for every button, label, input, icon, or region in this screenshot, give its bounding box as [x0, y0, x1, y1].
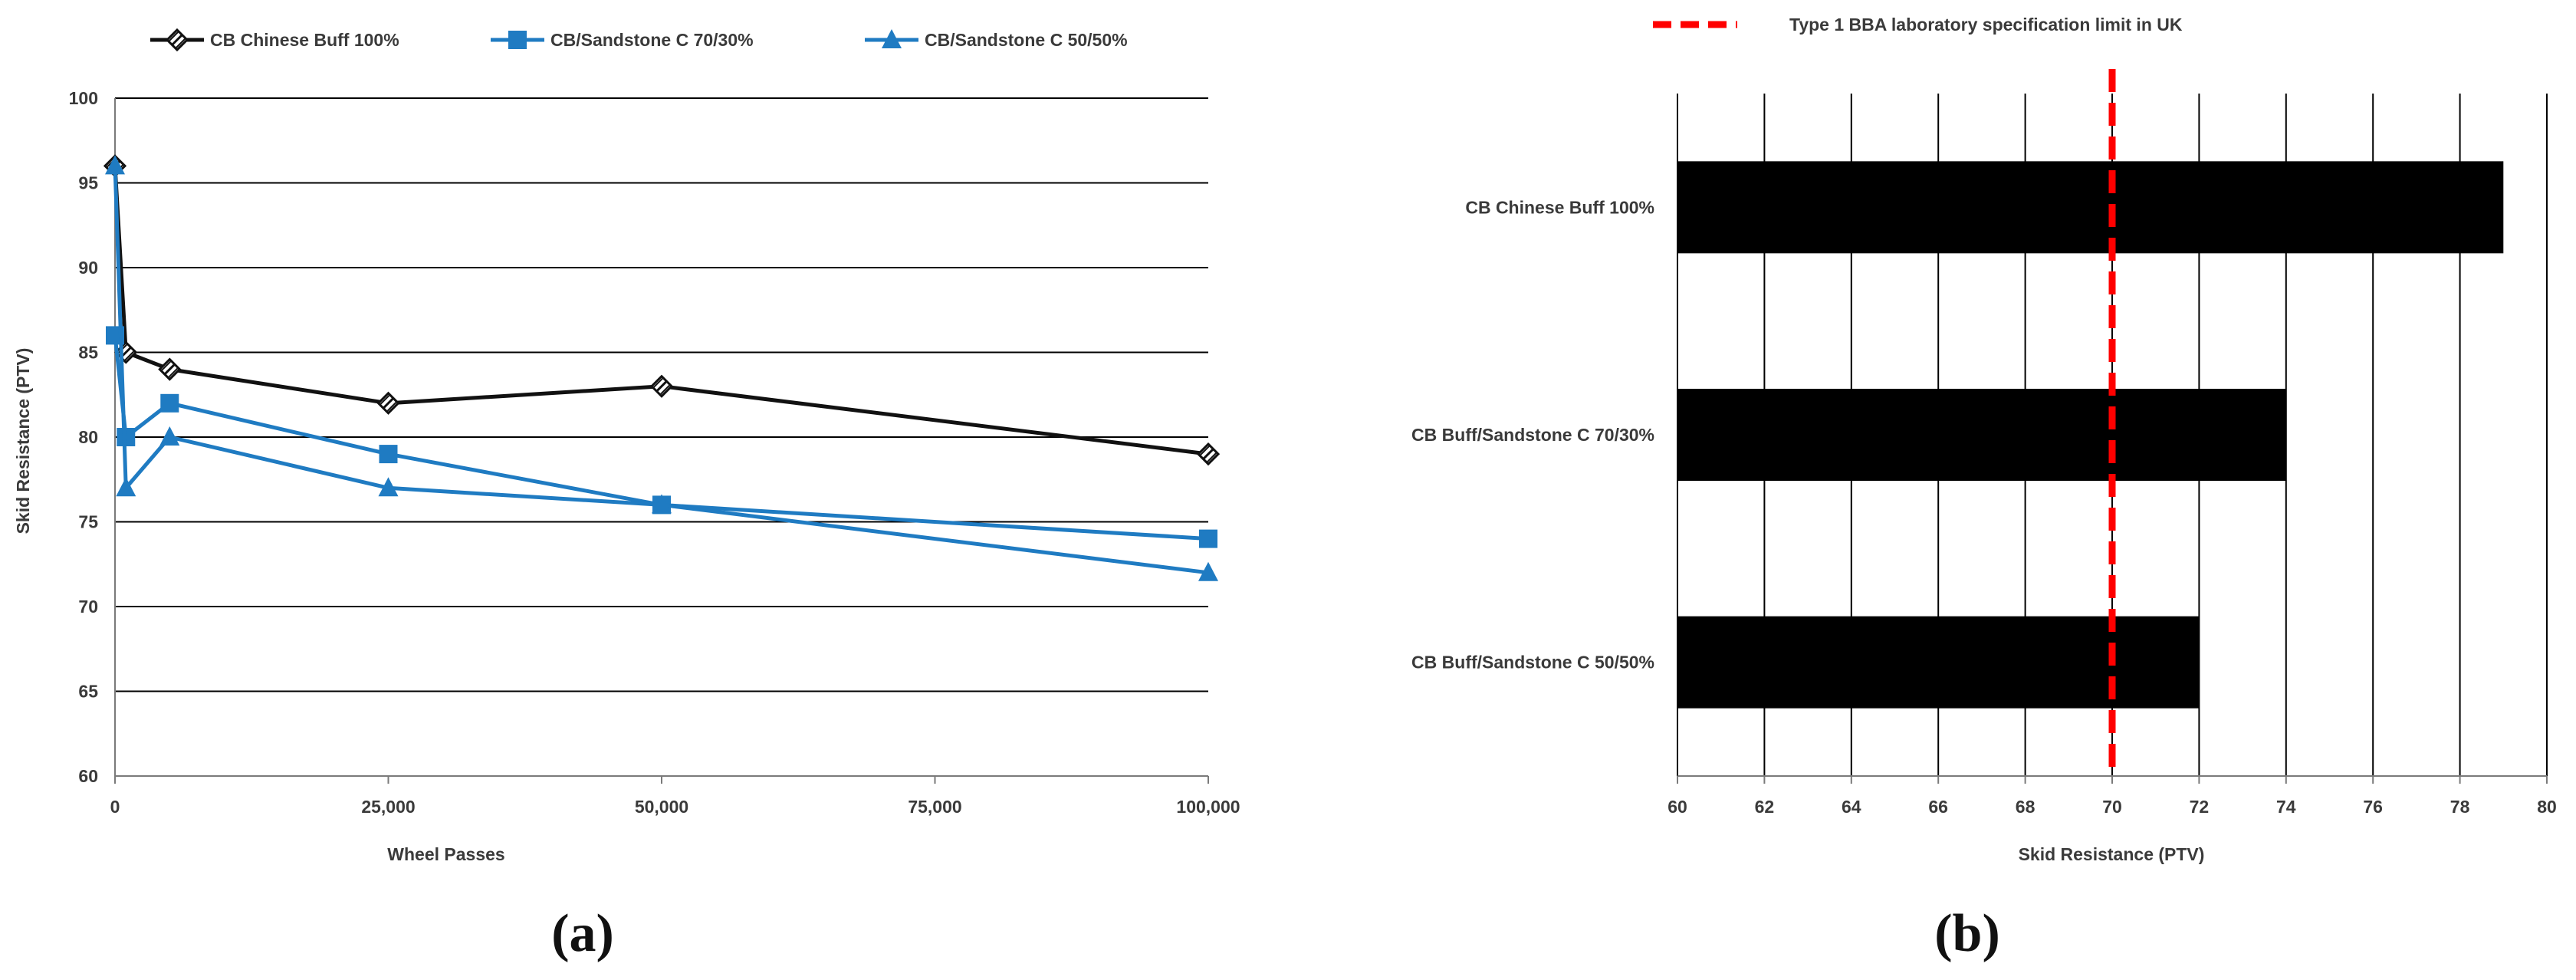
data-point-diamond	[1196, 442, 1221, 466]
category-label: CB Buff/Sandstone C 70/30%	[1411, 425, 1654, 445]
legend-label: CB/Sandstone C 50/50%	[925, 30, 1128, 50]
legend-item: CB Chinese Buff 100%	[150, 28, 399, 52]
chart-a-gridlines	[115, 97, 1208, 777]
chart-a-y-axis-title: Skid Resistance (PTV)	[13, 348, 33, 534]
x-tick-label: 80	[2537, 797, 2557, 817]
data-point-square	[379, 445, 398, 464]
chart-b-panel-label: (b)	[1934, 904, 2000, 963]
y-tick-label: 90	[78, 258, 98, 278]
legend-label: CB/Sandstone C 70/30%	[550, 30, 754, 50]
x-tick-label: 0	[110, 797, 120, 817]
chart-a-legend: CB Chinese Buff 100% CB/Sandstone C 70/30…	[150, 28, 1128, 52]
chart-a-x-axis-title: Wheel Passes	[387, 844, 504, 864]
x-tick-label: 66	[1928, 797, 1948, 817]
legend-item: CB/Sandstone C 70/30%	[491, 30, 754, 50]
x-tick-label: 60	[1668, 797, 1687, 817]
y-tick-label: 85	[78, 343, 98, 363]
series-line	[113, 166, 1209, 575]
series-line	[113, 166, 1209, 456]
chart-b-x-axis-title: Skid Resistance (PTV)	[2019, 844, 2205, 864]
x-tick-label: 74	[2276, 797, 2296, 817]
y-tick-label: 100	[69, 88, 98, 108]
x-tick-label: 25,000	[361, 797, 415, 817]
chart-a: 60 65 70 75 80 85 90 95 100 0 25,000 50,000 75,000 1…	[13, 28, 1240, 963]
diamond-hatch	[169, 31, 179, 41]
data-point-triangle	[882, 29, 902, 48]
data-point-square	[1199, 529, 1217, 548]
y-tick-label: 95	[78, 173, 98, 193]
data-point-diamond	[376, 391, 400, 415]
bar	[1677, 389, 2286, 481]
diamond-hatch	[1202, 449, 1214, 460]
series	[105, 155, 1218, 581]
x-tick-label: 75,000	[908, 797, 961, 817]
diamond-hatch	[386, 402, 397, 412]
diamond-hatch	[1200, 446, 1210, 455]
chart-b: CB Chinese Buff 100% CB Buff/Sandstone C …	[1411, 15, 2557, 963]
data-point-square	[508, 31, 527, 49]
diamond-hatch	[383, 397, 394, 409]
chart-b-legend: Type 1 BBA laboratory specification limi…	[1653, 15, 2183, 35]
data-point-diamond	[649, 374, 674, 398]
data-point-triangle	[1198, 561, 1218, 581]
y-tick-label: 75	[78, 512, 98, 532]
data-point-diamond	[165, 28, 189, 52]
diamond-hatch	[124, 350, 134, 361]
chart-b-bars	[1677, 161, 2504, 709]
legend-label: CB Chinese Buff 100%	[210, 30, 399, 50]
chart-b-category-labels: CB Chinese Buff 100% CB Buff/Sandstone C …	[1411, 197, 1654, 672]
chart-a-x-tick-labels: 0 25,000 50,000 75,000 100,000	[110, 797, 1240, 817]
y-tick-label: 70	[78, 597, 98, 617]
diamond-hatch	[660, 384, 670, 395]
x-tick-label: 68	[2016, 797, 2036, 817]
diamond-hatch	[161, 360, 172, 371]
data-point-triangle	[652, 494, 672, 514]
series	[103, 154, 1221, 466]
x-tick-label: 64	[1842, 797, 1861, 817]
data-point-square	[160, 393, 179, 413]
x-tick-label: 100,000	[1176, 797, 1240, 817]
x-tick-label: 62	[1755, 797, 1775, 817]
bar	[1677, 161, 2504, 254]
category-label: CB Chinese Buff 100%	[1465, 197, 1654, 217]
diamond-hatch	[1207, 452, 1217, 462]
data-point-triangle	[159, 426, 180, 446]
data-point-triangle	[378, 477, 399, 497]
chart-b-x-tick-labels: 60 62 64 66 68 70 72 74 76 78 80	[1668, 797, 2557, 817]
y-tick-label: 80	[78, 427, 98, 447]
legend-item: CB/Sandstone C 50/50%	[865, 29, 1128, 50]
diamond-hatch	[176, 38, 186, 48]
diamond-hatch	[656, 380, 668, 392]
chart-a-axes	[114, 98, 1209, 784]
chart-a-panel-label: (a)	[551, 904, 614, 963]
diamond-hatch	[380, 395, 390, 405]
x-tick-label: 70	[2102, 797, 2122, 817]
x-tick-label: 72	[2190, 797, 2210, 817]
diamond-hatch	[168, 367, 179, 378]
reference-line-legend-label: Type 1 BBA laboratory specification limi…	[1789, 15, 2183, 35]
y-tick-label: 60	[78, 766, 98, 786]
x-tick-label: 78	[2450, 797, 2470, 817]
x-tick-label: 50,000	[635, 797, 688, 817]
chart-a-y-tick-labels: 60 65 70 75 80 85 90 95 100	[69, 88, 99, 786]
data-point-triangle	[105, 155, 125, 175]
data-point-diamond	[158, 357, 182, 381]
y-tick-label: 65	[78, 682, 98, 702]
diamond-hatch	[653, 377, 663, 388]
chart-b-axes	[1677, 775, 2548, 784]
data-point-triangle	[116, 477, 136, 497]
bar	[1677, 616, 2200, 709]
diamond-hatch	[164, 363, 176, 375]
x-tick-label: 76	[2363, 797, 2383, 817]
diamond-hatch	[171, 34, 183, 46]
category-label: CB Buff/Sandstone C 50/50%	[1411, 653, 1654, 673]
chart-a-series	[103, 154, 1221, 581]
